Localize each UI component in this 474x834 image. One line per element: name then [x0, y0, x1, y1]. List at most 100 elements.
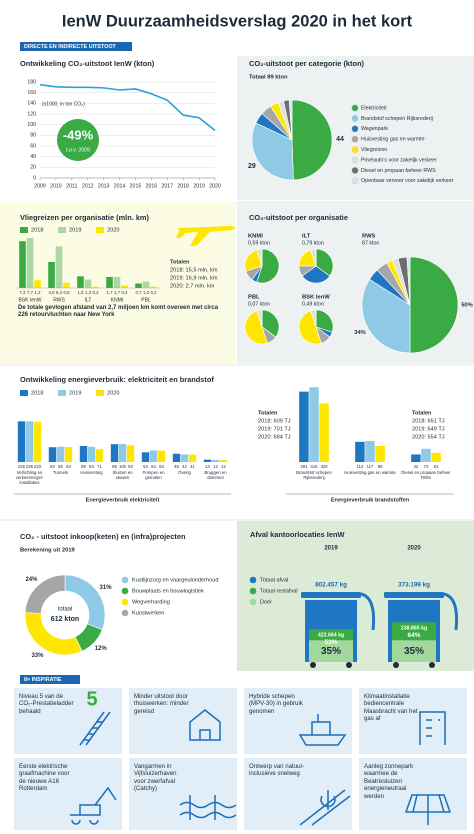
total-label: 802.457 kg: [315, 582, 347, 589]
pie-slice: [251, 122, 294, 181]
bar: [135, 283, 142, 288]
value-label: 33%: [31, 653, 44, 659]
icons: [70, 709, 452, 826]
y-tick-label: 60: [30, 143, 36, 149]
chart-subtitle: Berekening uit 2019: [20, 548, 76, 554]
value-label: 1,8: [78, 290, 85, 295]
pie-subtitle: 0,07 kton: [248, 301, 270, 307]
legend-label: Diesel en propaan beheer RWS: [361, 168, 436, 174]
annotation: -49%: [63, 127, 94, 142]
value-label: 223: [34, 464, 42, 469]
tiles: [14, 688, 467, 830]
y-tick-label: 80: [30, 133, 36, 139]
x-tick-label: Overig: [178, 470, 191, 475]
value-label: 0,2: [151, 290, 158, 295]
bin-wheel: [346, 662, 352, 668]
pie-slice: [298, 310, 322, 345]
annotation-sub: t.o.v. 2009: [66, 147, 90, 153]
value-label: 4,0: [49, 290, 56, 295]
pie-name: KNMI: [248, 234, 263, 240]
x-tick-label: Huisvesting gas en warmte: [344, 470, 396, 475]
x-tick-label: Tunnels: [52, 470, 69, 475]
chart-subtitle: Totaal 89 kton: [249, 75, 288, 81]
bar: [48, 447, 57, 462]
line: [39, 83, 216, 132]
value-label: 0,2: [93, 290, 100, 295]
tile: [359, 688, 467, 754]
value-label: 84: [89, 464, 94, 469]
value-label: 46: [174, 464, 179, 469]
value-label: 29: [248, 163, 256, 170]
pie-subtitle: 0,59 kton: [248, 240, 270, 246]
tile-text: Hybride schepen (MPV-30) in gebruik geno…: [249, 693, 303, 715]
pie-subtitle: 0,79 kton: [302, 240, 324, 246]
bar: [64, 446, 73, 462]
pie-slice: [291, 99, 333, 181]
value-label: 84: [66, 464, 71, 469]
x-tick-label: 2009: [34, 183, 46, 189]
totals-title: Totalen: [170, 259, 190, 265]
ladder-icon: [79, 711, 111, 746]
value-label: 391: [300, 464, 308, 469]
bar: [92, 286, 99, 288]
legend-label: 2018: [31, 227, 43, 233]
y-tick-label: 20: [30, 165, 36, 171]
value-label: 6,4: [56, 290, 63, 295]
bar: [375, 445, 385, 462]
bar: [79, 445, 88, 462]
bar: [84, 279, 92, 288]
value-label: 1,7: [107, 290, 114, 295]
bar: [188, 454, 197, 462]
legend-label: Totaal afval: [260, 577, 288, 583]
pie-name: PBL: [248, 295, 260, 301]
x-tick-label: 2015: [130, 183, 142, 189]
value-label: 54: [143, 464, 148, 469]
badge: [20, 675, 80, 684]
tile: [244, 688, 352, 754]
totals-line: 2020: 2,7 mln. km: [170, 283, 215, 289]
chart-title: Ontwikkeling CO₂-uitstoot IenW (kton): [20, 59, 155, 68]
value-label: 326: [321, 464, 329, 469]
tile: [129, 758, 237, 830]
water-icon: [179, 795, 237, 820]
bin-lid: [384, 592, 444, 598]
value-label: 42: [414, 464, 419, 469]
bar: [110, 444, 119, 462]
x-tick-label: Diesel en propaan beheer RWS: [401, 470, 451, 480]
value-label: 51: [434, 464, 439, 469]
value-label: 42: [182, 464, 187, 469]
value-label: 24%: [25, 577, 38, 583]
bar: [87, 446, 96, 462]
value-label: 1,0: [143, 290, 150, 295]
legend-label: Openbaar vervoer voor zakelijk verkeer: [361, 178, 454, 184]
legend-label: Kustlijnzorg en vaargeulonderhoud: [132, 577, 218, 583]
value-label: 1,2: [35, 290, 42, 295]
value-label: 71: [97, 464, 102, 469]
bar: [95, 449, 104, 462]
bar: [431, 452, 441, 462]
pie-name: RWS: [362, 234, 376, 240]
rest-label: 238.865 kg: [401, 626, 427, 632]
x-tick-label: 2010: [50, 183, 62, 189]
bar: [211, 459, 220, 462]
value-label: 226: [26, 464, 34, 469]
bar: [34, 280, 41, 288]
x-tick-label: BSK IenW: [18, 297, 41, 303]
excavator-icon: [70, 786, 117, 825]
x-tick-label: 2019: [193, 183, 205, 189]
x-tick-label: 2012: [82, 183, 94, 189]
legend-swatch: [351, 125, 359, 133]
legend-swatch: [351, 146, 359, 153]
value-label: 12: [213, 464, 218, 469]
group-label: Energieverbruik brandstoffen: [331, 497, 410, 503]
bar: [172, 453, 181, 462]
pie-subtitle: 87 kton: [362, 240, 379, 246]
x-tick-label: Sluizen en stuwen: [112, 470, 133, 480]
y-tick-label: 40: [30, 154, 36, 160]
target-label: 35%: [404, 646, 424, 657]
x-tick-label: RWS: [53, 297, 65, 303]
chart-title: Ontwikkeling energieverbruik: elektricit…: [20, 375, 214, 384]
legend-label: Privéauto's voor zakelijk verkeer: [361, 157, 437, 163]
tile-text: Minder uitstoot door thuiswerken: minder…: [134, 693, 189, 715]
